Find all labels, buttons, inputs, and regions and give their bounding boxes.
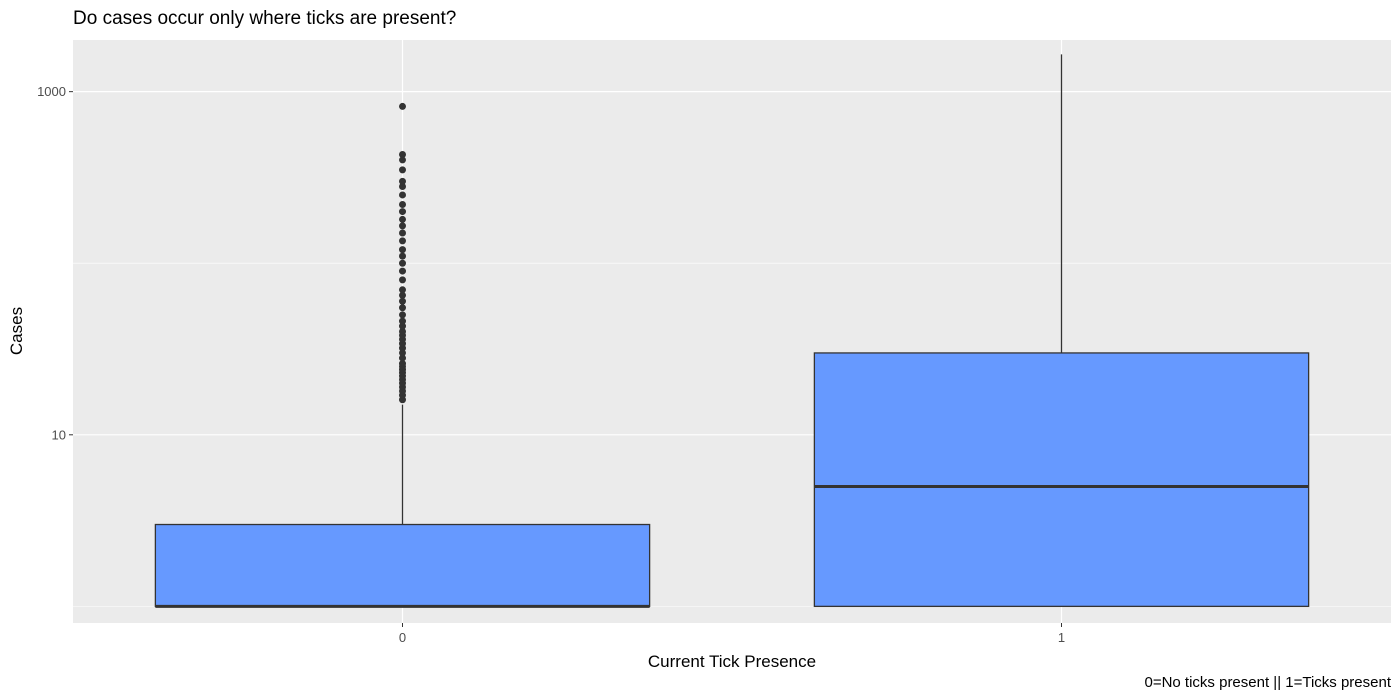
y-tick-label: 10	[52, 427, 66, 442]
outlier-point	[399, 267, 406, 275]
outlier-point	[399, 291, 406, 299]
outlier-point	[399, 322, 406, 330]
outlier-point	[399, 304, 406, 312]
outlier-point	[399, 229, 406, 237]
outlier-point	[399, 215, 406, 223]
outlier-point	[399, 200, 406, 208]
outlier-point	[399, 286, 406, 294]
outlier-point	[399, 246, 406, 254]
boxes-layer	[154, 54, 1310, 608]
box-iqr	[154, 523, 651, 608]
y-tick-label: 1000	[37, 84, 66, 99]
outlier-point	[399, 191, 406, 199]
outlier-point	[399, 252, 406, 260]
outlier-point	[399, 222, 406, 230]
outlier-point	[399, 156, 406, 164]
outlier-point	[399, 276, 406, 284]
outlier-point	[399, 328, 406, 335]
x-tick-label: 1	[1058, 630, 1065, 645]
outlier-point	[399, 349, 406, 357]
y-axis-title: Cases	[7, 307, 26, 355]
box-iqr	[813, 352, 1310, 608]
x-axis-title: Current Tick Presence	[648, 652, 816, 671]
outlier-point	[399, 166, 406, 174]
outlier-point	[399, 259, 406, 267]
chart-title: Do cases occur only where ticks are pres…	[73, 8, 456, 29]
outlier-point	[399, 317, 406, 325]
axes-layer: 10 1000 0 1	[37, 84, 1065, 645]
outlier-point	[399, 151, 406, 159]
outlier-point	[399, 354, 406, 362]
outlier-point	[399, 237, 406, 245]
outlier-point	[399, 360, 406, 368]
outlier-point	[399, 177, 406, 185]
outlier-point	[399, 297, 406, 305]
x-tick-label: 0	[399, 630, 406, 645]
outlier-point	[399, 208, 406, 216]
chart-caption: 0=No ticks present || 1=Ticks present	[1144, 674, 1391, 691]
outlier-point	[399, 311, 406, 319]
outlier-point	[399, 102, 406, 110]
outlier-point	[399, 183, 406, 191]
